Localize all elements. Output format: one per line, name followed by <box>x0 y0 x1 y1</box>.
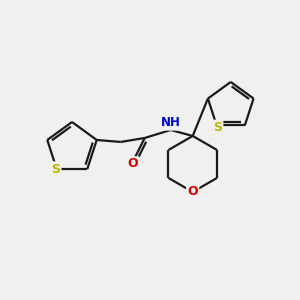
Text: O: O <box>128 158 138 170</box>
Text: O: O <box>188 185 198 199</box>
Text: S: S <box>213 121 222 134</box>
Text: S: S <box>51 163 60 176</box>
Text: NH: NH <box>161 116 181 130</box>
